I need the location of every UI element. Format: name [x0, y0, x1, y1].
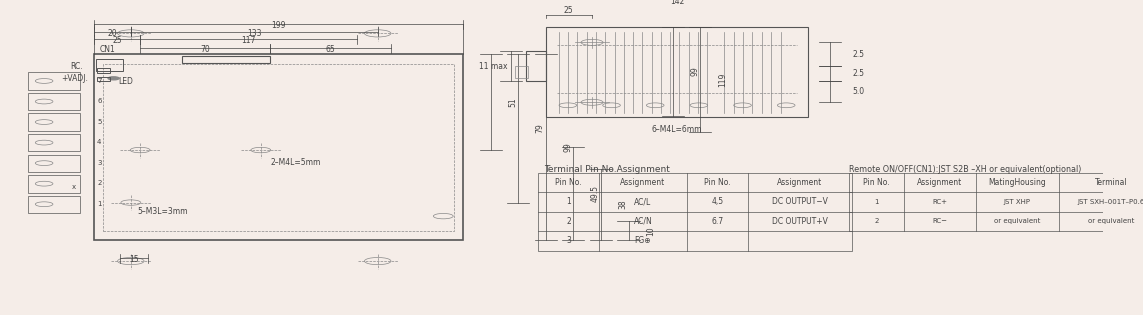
Bar [27, 93, 80, 110]
Text: 5.0: 5.0 [853, 87, 864, 96]
Text: MatingHousing: MatingHousing [989, 178, 1046, 187]
Bar [96, 59, 123, 71]
Text: 6.7: 6.7 [711, 217, 724, 226]
Text: 51: 51 [509, 97, 518, 107]
Text: 3: 3 [566, 236, 570, 245]
Text: RC.: RC. [70, 62, 82, 71]
Bar [27, 175, 80, 192]
Bar [97, 68, 110, 73]
Text: 65: 65 [326, 45, 335, 54]
Text: AC/L: AC/L [634, 198, 652, 206]
Text: 133: 133 [247, 29, 262, 38]
Bar [103, 64, 454, 231]
Text: 6–M4L=6mm: 6–M4L=6mm [652, 125, 702, 134]
Bar [538, 173, 853, 251]
Text: 1: 1 [566, 198, 570, 206]
Text: Assignment: Assignment [621, 178, 665, 187]
Text: Assignment: Assignment [777, 178, 823, 187]
Text: 2.5: 2.5 [853, 69, 864, 78]
Text: 99: 99 [563, 142, 573, 152]
Text: 10: 10 [646, 226, 655, 236]
Text: 20: 20 [107, 29, 117, 38]
Text: 119: 119 [718, 73, 727, 87]
Bar [849, 173, 1143, 231]
Text: x: x [72, 184, 75, 190]
Bar [27, 196, 80, 213]
Text: 1: 1 [874, 199, 879, 205]
Text: 2–M4L=5mm: 2–M4L=5mm [270, 158, 320, 167]
Text: DC OUTPUT−V: DC OUTPUT−V [772, 198, 828, 206]
Text: JST SXH–001T–P0.6: JST SXH–001T–P0.6 [1077, 199, 1143, 205]
Text: 2.5: 2.5 [853, 50, 864, 59]
Bar [546, 27, 808, 117]
Text: 142: 142 [670, 0, 685, 6]
Text: Pin No.: Pin No. [555, 178, 582, 187]
Bar [27, 155, 80, 172]
Text: AC/N: AC/N [633, 217, 653, 226]
Text: 2: 2 [566, 217, 570, 226]
Bar [27, 134, 80, 152]
Text: 15: 15 [129, 255, 138, 264]
Text: Terminal: Terminal [1095, 178, 1127, 187]
Text: 25: 25 [563, 6, 573, 15]
Bar [27, 72, 80, 90]
Bar [94, 54, 463, 240]
Text: 4: 4 [97, 139, 102, 145]
Text: 199: 199 [271, 21, 286, 31]
Text: 25: 25 [112, 36, 122, 45]
Text: or equivalent: or equivalent [1088, 218, 1134, 224]
Text: 1: 1 [97, 201, 102, 207]
Text: JST XHP: JST XHP [1004, 199, 1031, 205]
Text: FG⊕: FG⊕ [634, 236, 652, 245]
Text: RC−: RC− [933, 218, 948, 224]
Text: 3: 3 [97, 160, 102, 166]
Text: LED: LED [118, 77, 133, 86]
Text: 38: 38 [618, 200, 628, 209]
Text: 2: 2 [874, 218, 879, 224]
Text: Remote ON/OFF(CN1):JST S2B –XH or equivalent(optional): Remote ON/OFF(CN1):JST S2B –XH or equiva… [849, 165, 1081, 174]
Text: DC OUTPUT+V: DC OUTPUT+V [772, 217, 828, 226]
Bar [182, 56, 270, 63]
Text: RC+: RC+ [933, 199, 948, 205]
Text: 99: 99 [690, 67, 700, 77]
Text: 11 max: 11 max [479, 62, 507, 71]
Text: 117: 117 [241, 36, 256, 45]
Text: 5: 5 [97, 119, 102, 125]
Text: 70: 70 [200, 45, 210, 54]
Text: 5–M3L=3mm: 5–M3L=3mm [138, 207, 189, 216]
Text: 6: 6 [97, 98, 102, 104]
Text: +VADJ.: +VADJ. [62, 74, 88, 83]
Bar [526, 51, 546, 81]
Text: CN1: CN1 [99, 45, 115, 54]
Text: Pin No.: Pin No. [863, 178, 890, 187]
Bar [515, 66, 528, 78]
Bar [97, 77, 110, 81]
Text: 2: 2 [97, 180, 102, 186]
Text: 4,5: 4,5 [711, 198, 724, 206]
Text: Pin No.: Pin No. [704, 178, 730, 187]
Text: Terminal Pin No.Assignment: Terminal Pin No.Assignment [544, 165, 670, 174]
Text: or equivalent: or equivalent [994, 218, 1040, 224]
Bar [27, 113, 80, 131]
Text: Assignment: Assignment [918, 178, 962, 187]
Text: 49.5: 49.5 [591, 185, 600, 202]
Circle shape [109, 77, 119, 80]
Text: 79: 79 [536, 123, 545, 133]
Text: 7: 7 [97, 77, 102, 83]
